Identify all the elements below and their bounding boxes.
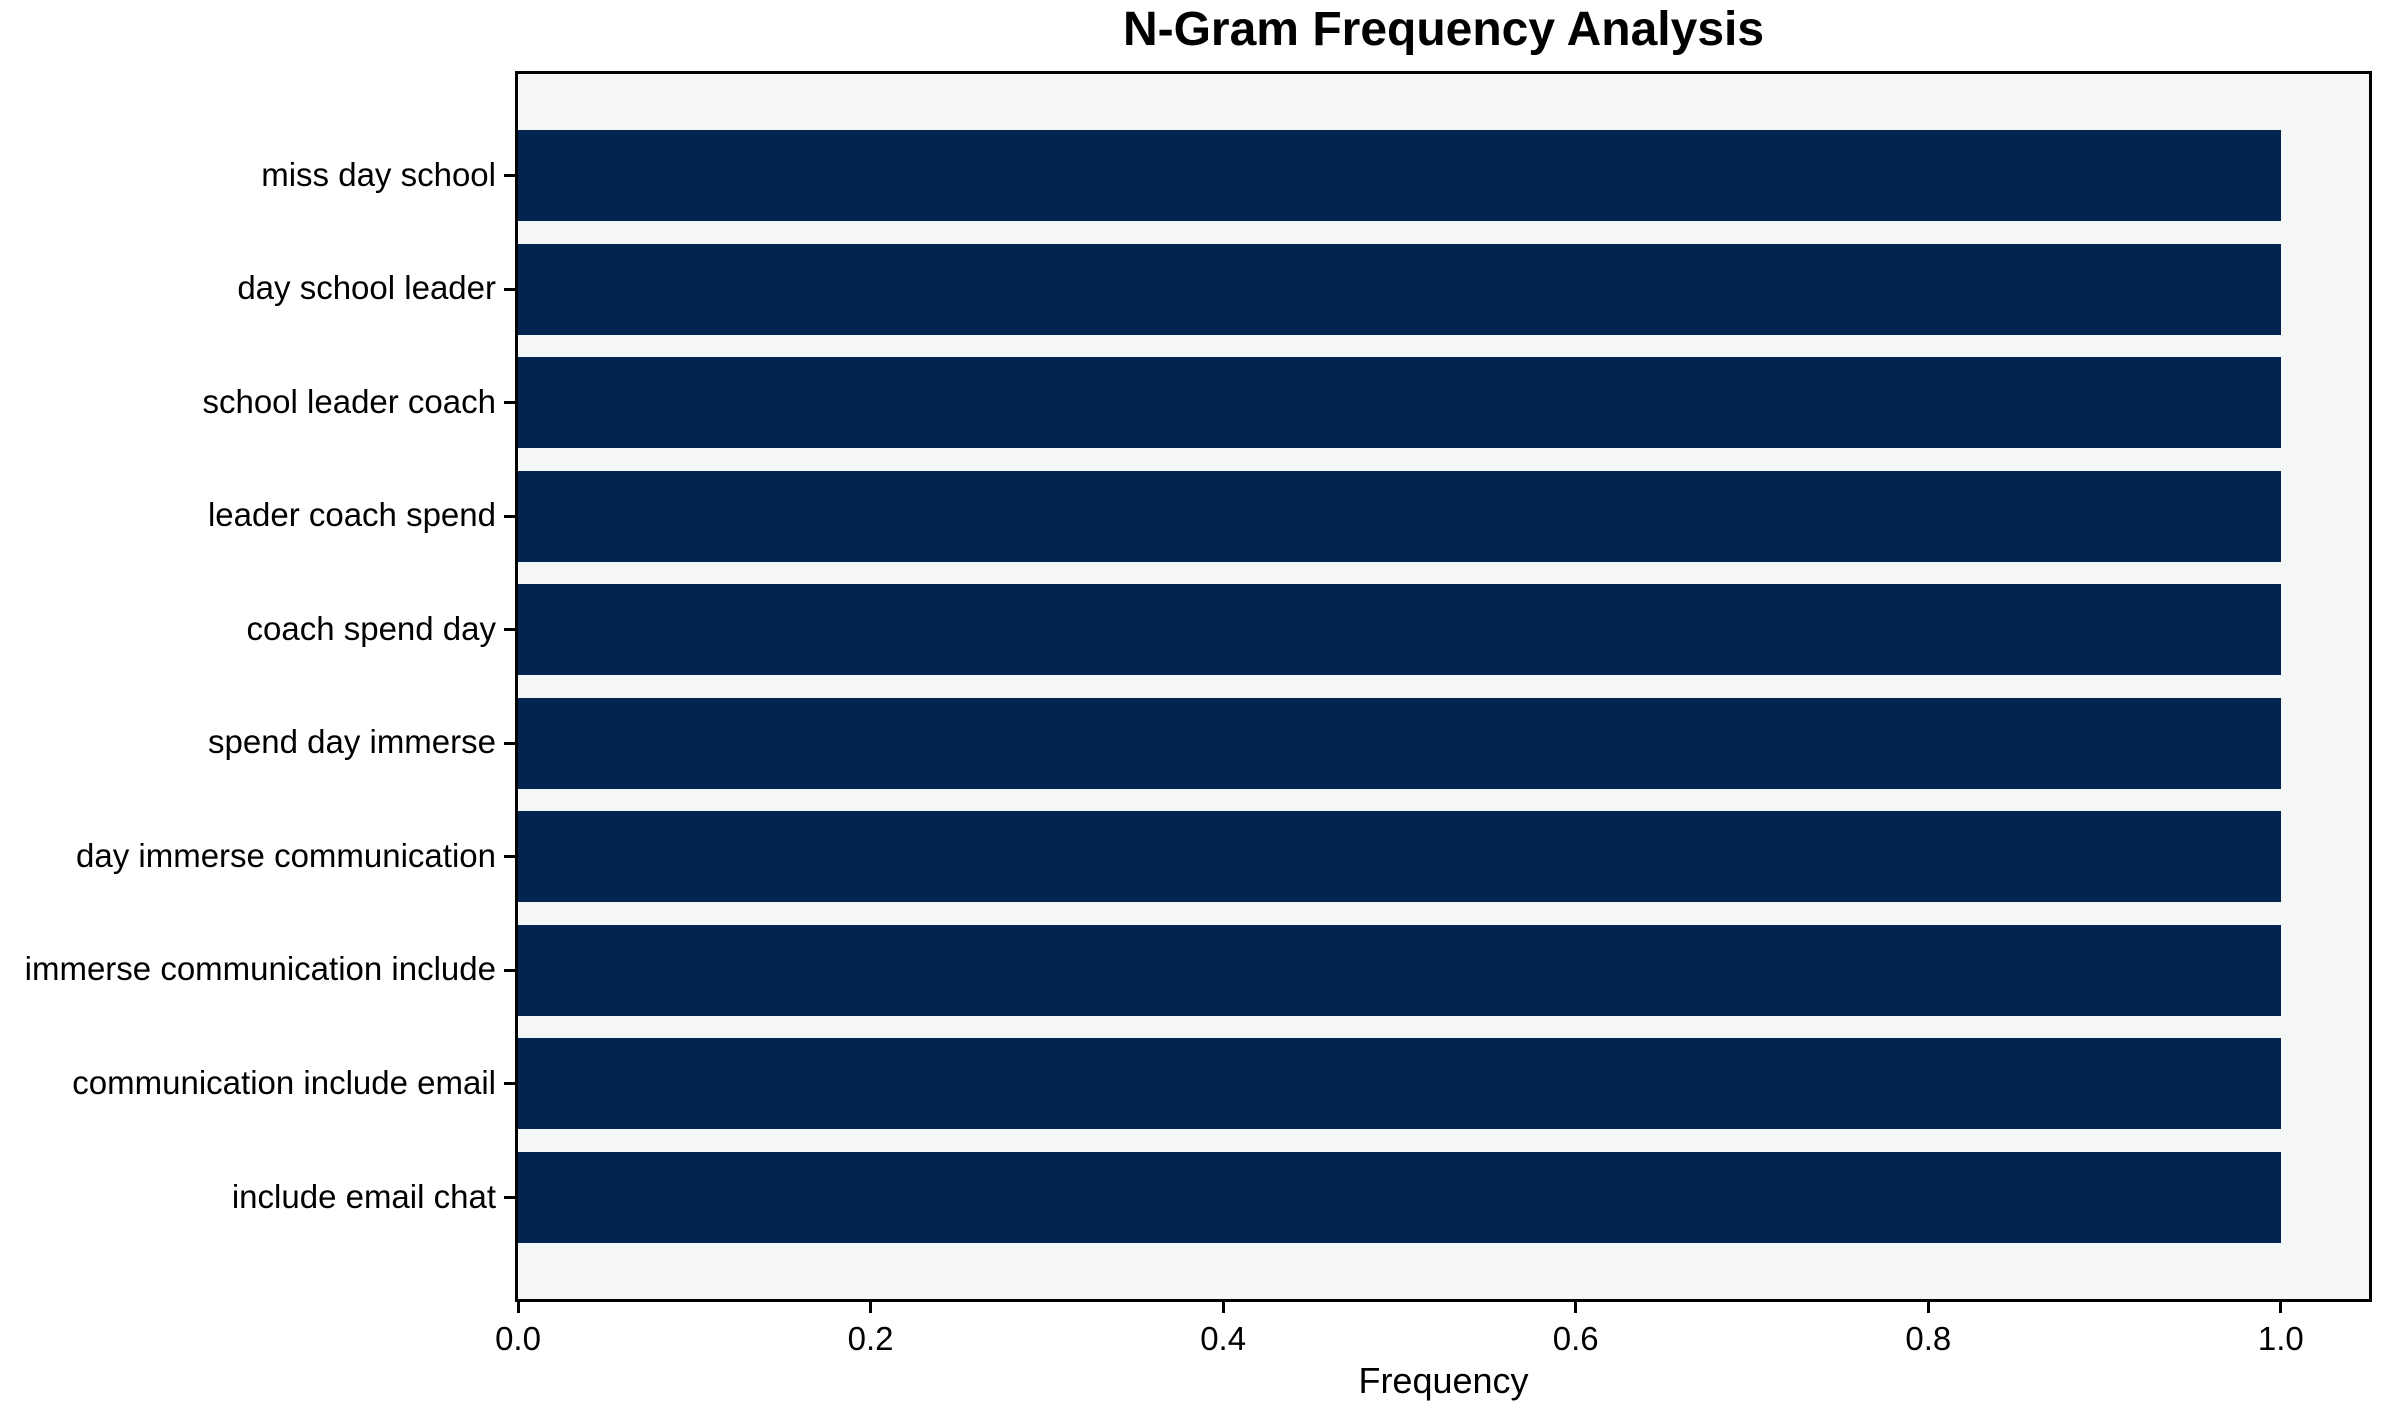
y-tick-mark [504, 741, 515, 745]
bar [518, 924, 2281, 1016]
y-tick-mark [504, 514, 515, 518]
x-axis-title: Frequency [1358, 1360, 1529, 1401]
y-tick-label: immerse communication include [24, 950, 496, 988]
x-tick-mark [869, 1302, 873, 1313]
x-tick-label: 0.4 [1200, 1320, 1247, 1357]
y-tick-mark [504, 968, 515, 972]
x-tick-label: 0.2 [847, 1320, 894, 1357]
bar [518, 470, 2281, 562]
chart-title: N-Gram Frequency Analysis [1122, 3, 1765, 56]
y-tick-mark [504, 287, 515, 291]
x-tick-mark [2279, 1302, 2283, 1313]
x-tick-label: 1.0 [2257, 1320, 2304, 1357]
y-tick-label: coach spend day [246, 609, 496, 647]
bar [518, 811, 2281, 903]
y-tick-mark [504, 174, 515, 177]
y-tick-label: include email chat [231, 1177, 496, 1215]
bar [518, 697, 2281, 789]
y-tick-mark [504, 1196, 515, 1199]
y-tick-label: day immerse communication [76, 837, 496, 875]
bar [518, 357, 2281, 449]
x-tick-mark [1926, 1302, 1930, 1313]
y-tick-label: communication include email [72, 1064, 496, 1102]
x-tick-mark [1574, 1302, 1578, 1313]
x-tick-label: 0.0 [495, 1320, 541, 1357]
bar [518, 243, 2281, 335]
y-tick-mark [504, 401, 515, 405]
x-tick-mark [516, 1302, 520, 1313]
y-tick-mark [504, 855, 515, 859]
y-tick-label: leader coach spend [207, 496, 496, 534]
bar [518, 1038, 2281, 1130]
bar [518, 584, 2281, 676]
bar [518, 1151, 2281, 1243]
x-tick-label: 0.6 [1552, 1320, 1599, 1357]
bar [518, 130, 2281, 221]
y-tick-label: day school leader [237, 269, 496, 307]
y-tick-label: school leader coach [202, 382, 496, 420]
plot-area [515, 71, 2372, 1302]
y-tick-label: miss day school [261, 155, 496, 193]
y-tick-mark [504, 628, 515, 632]
y-tick-label: spend day immerse [208, 723, 496, 761]
y-tick-mark [504, 1082, 515, 1086]
x-tick-label: 0.8 [1905, 1320, 1952, 1357]
x-tick-mark [1221, 1302, 1225, 1313]
